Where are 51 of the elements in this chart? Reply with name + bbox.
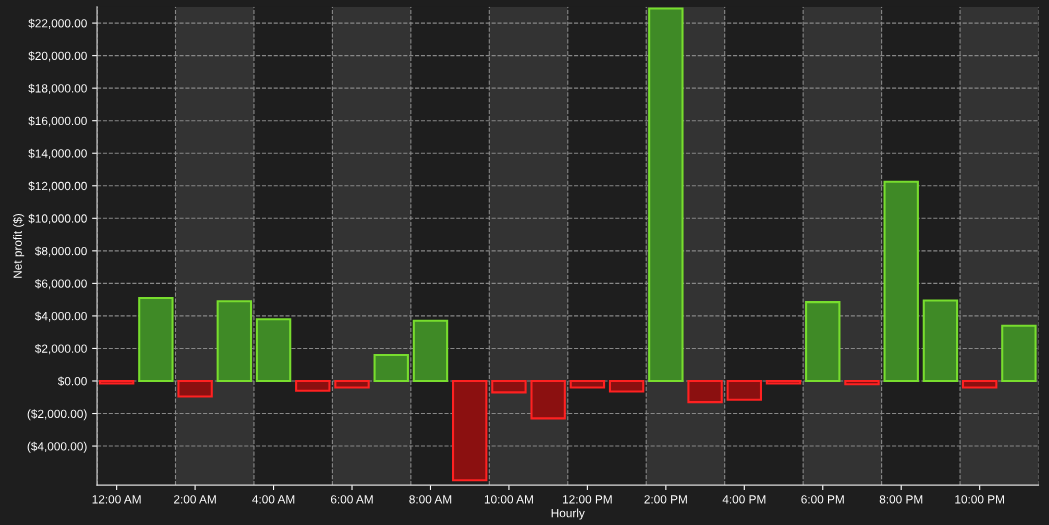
bar [138,296,174,383]
bar [961,379,998,389]
bar [687,379,723,404]
x-tick-label: 6:00 PM [801,495,844,504]
bar [451,379,488,482]
y-tick-label: $0.00 [57,376,87,387]
bar [491,379,527,394]
x-tick-label: 8:00 PM [879,495,923,504]
x-tick-label: 2:00 AM [174,495,216,504]
bar [608,379,645,393]
bar [883,180,919,383]
y-tick-label: $18,000.00 [28,83,87,94]
bar [922,299,959,383]
bar [216,300,253,383]
y-tick-label: $8,000.00 [34,246,87,257]
bar [373,353,409,383]
y-tick-label: $14,000.00 [28,148,87,160]
y-tick-label: $20,000.00 [28,51,87,62]
y-tick-label: $6,000.00 [34,278,87,290]
x-tick-label: 4:00 PM [722,495,766,504]
bar [412,319,449,383]
x-axis-title: Hourly [551,508,585,520]
x-tick-label: 8:00 AM [409,495,452,504]
bar [805,301,841,383]
bar [765,379,802,385]
bar [530,379,566,420]
x-tick-label: 4:00 AM [252,495,295,504]
bar [726,379,763,401]
y-axis-title: Net profit ($) [12,213,25,278]
y-tick-label: $2,000.00 [34,343,87,355]
x-tick-label: 12:00 AM [92,495,141,504]
bar [844,379,880,386]
x-tick-label: 10:00 PM [955,495,1004,504]
x-tick-label: 2:00 PM [644,495,687,504]
y-tick-label: ($4,000.00) [27,441,87,453]
x-tick-label: 10:00 AM [484,495,533,504]
bar [255,318,292,383]
bar [295,379,331,392]
y-tick-label: $12,000.00 [28,181,87,192]
y-tick-label: $10,000.00 [28,213,87,225]
y-tick-label: $4,000.00 [34,311,87,322]
x-tick-label: 12:00 PM [563,495,612,504]
bar [334,379,370,389]
bar [1001,324,1037,383]
bar [98,379,135,385]
bar [177,379,213,398]
y-tick-label: $16,000.00 [28,116,87,127]
y-tick-label: $22,000.00 [28,18,87,29]
bar [569,379,606,389]
x-tick-label: 6:00 AM [330,495,373,504]
y-tick-label: ($2,000.00) [27,409,87,421]
